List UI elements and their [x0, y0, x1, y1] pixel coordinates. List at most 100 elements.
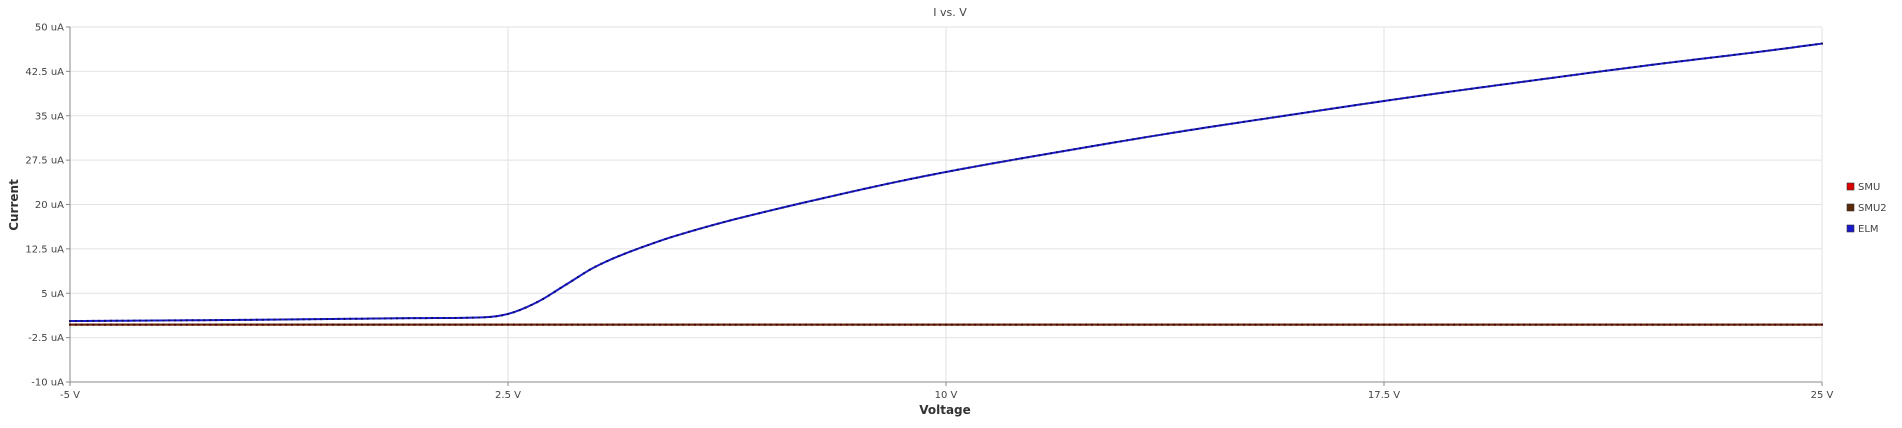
- data-point: [1061, 150, 1064, 153]
- data-point: [325, 323, 328, 326]
- data-point: [1324, 108, 1327, 111]
- data-point: [1190, 128, 1193, 131]
- data-point: [144, 319, 147, 322]
- data-point: [109, 319, 112, 322]
- data-point: [799, 323, 801, 326]
- y-tick-label: 5 uA: [41, 289, 64, 300]
- data-point: [1628, 66, 1631, 69]
- data-point: [1237, 323, 1239, 326]
- data-point: [1067, 149, 1070, 152]
- data-point: [1283, 323, 1286, 326]
- data-point: [1569, 323, 1572, 326]
- data-point: [1780, 323, 1783, 326]
- data-point: [1126, 139, 1129, 142]
- data-point: [577, 275, 580, 278]
- data-point: [226, 319, 229, 322]
- data-point: [1505, 323, 1508, 326]
- data-point: [1546, 77, 1549, 80]
- data-point: [781, 206, 784, 209]
- data-point: [1651, 63, 1654, 66]
- data-point: [179, 323, 182, 326]
- data-point: [1365, 323, 1368, 326]
- data-point: [1073, 148, 1076, 151]
- data-point: [1295, 112, 1298, 115]
- data-point: [1371, 323, 1374, 326]
- data-point: [203, 319, 206, 322]
- data-point: [69, 323, 71, 326]
- data-point: [220, 323, 223, 326]
- data-point: [1581, 323, 1584, 326]
- data-point: [1161, 323, 1164, 326]
- y-axis-title: Current: [7, 179, 21, 231]
- data-point: [769, 209, 772, 212]
- data-point: [1675, 323, 1677, 326]
- data-point: [1009, 159, 1012, 162]
- data-point: [1739, 323, 1742, 326]
- data-point: [1085, 323, 1088, 326]
- data-point: [670, 323, 673, 326]
- data-point: [1213, 125, 1216, 128]
- data-point: [1692, 323, 1695, 326]
- data-point: [1581, 72, 1584, 75]
- data-point: [1657, 323, 1660, 326]
- data-point: [290, 323, 293, 326]
- data-point: [1569, 74, 1572, 77]
- data-point: [1038, 323, 1041, 326]
- data-point: [401, 317, 404, 320]
- data-point: [1020, 157, 1023, 160]
- data-point: [758, 212, 761, 215]
- data-point: [1441, 323, 1444, 326]
- data-point: [886, 182, 889, 185]
- data-point: [682, 323, 685, 326]
- data-point: [553, 290, 556, 293]
- data-point: [1774, 48, 1777, 51]
- data-point: [664, 237, 667, 240]
- data-point: [950, 169, 953, 172]
- data-point: [1266, 323, 1269, 326]
- data-point: [1055, 151, 1058, 154]
- data-point: [512, 323, 515, 326]
- data-point: [1453, 90, 1456, 93]
- data-point: [851, 323, 854, 326]
- data-point: [950, 323, 953, 326]
- y-tick-label: 20 uA: [35, 200, 64, 211]
- data-point: [1085, 146, 1088, 149]
- data-point: [1172, 323, 1175, 326]
- data-point: [1120, 323, 1123, 326]
- data-point: [1423, 94, 1426, 97]
- data-point: [956, 323, 959, 326]
- data-point: [1207, 126, 1210, 129]
- data-point: [512, 311, 515, 314]
- data-point: [1301, 112, 1304, 115]
- data-point: [1797, 45, 1800, 48]
- data-point: [1493, 84, 1496, 87]
- data-point: [1686, 59, 1689, 62]
- data-point: [1102, 143, 1105, 146]
- data-point: [1412, 95, 1415, 98]
- data-point: [1418, 94, 1421, 97]
- data-point: [343, 323, 346, 326]
- data-point: [115, 319, 118, 322]
- data-point: [612, 323, 615, 326]
- data-point: [653, 241, 655, 244]
- data-point: [1756, 50, 1759, 53]
- data-point: [442, 323, 445, 326]
- data-point: [909, 323, 912, 326]
- data-point: [1604, 69, 1607, 72]
- data-point: [436, 323, 439, 326]
- data-point: [407, 323, 410, 326]
- data-point: [647, 323, 650, 326]
- data-point: [232, 323, 235, 326]
- data-point: [1680, 323, 1683, 326]
- data-point: [133, 319, 136, 322]
- data-point: [1365, 102, 1368, 105]
- data-point: [699, 227, 702, 230]
- data-point: [501, 314, 504, 317]
- data-point: [314, 318, 317, 321]
- legend-item-elm: ELM: [1846, 224, 1879, 235]
- data-point: [763, 323, 766, 326]
- data-point: [985, 323, 988, 326]
- data-point: [547, 323, 550, 326]
- data-point: [1307, 323, 1310, 326]
- data-point: [1418, 323, 1421, 326]
